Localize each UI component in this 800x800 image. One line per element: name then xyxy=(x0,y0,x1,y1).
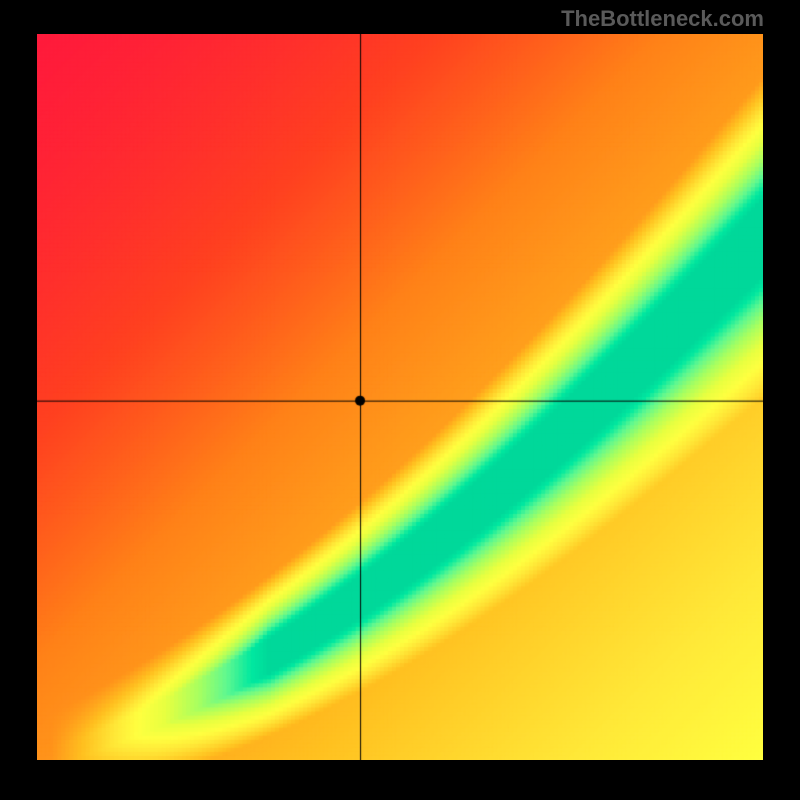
heatmap-canvas xyxy=(37,34,763,760)
chart-container: TheBottleneck.com xyxy=(0,0,800,800)
watermark-text: TheBottleneck.com xyxy=(561,6,764,32)
